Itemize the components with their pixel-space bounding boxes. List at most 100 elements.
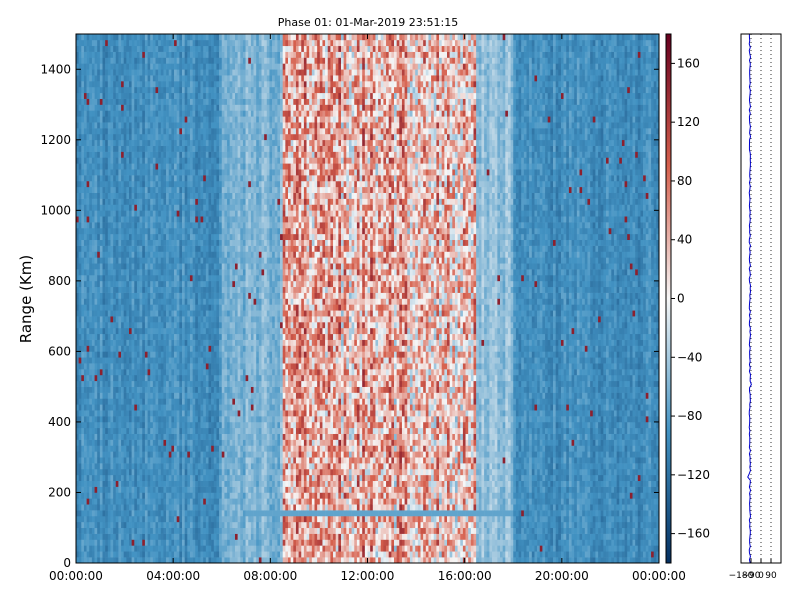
heatmap-cell: [195, 92, 199, 99]
heatmap-cell: [113, 345, 117, 352]
heatmap-cell: [121, 333, 124, 340]
heatmap-cell: [142, 39, 146, 47]
heatmap-cell: [107, 539, 111, 546]
heatmap-cell: [213, 533, 217, 540]
heatmap-cell: [91, 533, 95, 540]
heatmap-cell: [176, 369, 180, 376]
heatmap-cell: [168, 210, 172, 217]
heatmap-cell: [184, 192, 188, 199]
heatmap-cell: [184, 533, 188, 540]
heatmap-cell: [150, 339, 154, 346]
heatmap-cell: [168, 468, 172, 476]
heatmap-cell: [189, 527, 193, 534]
heatmap-cell: [107, 515, 111, 523]
heatmap-cell: [150, 322, 154, 329]
heatmap-cell: [163, 139, 167, 146]
heatmap-cell: [158, 410, 162, 417]
heatmap-cell: [78, 492, 82, 499]
heatmap-cell: [83, 445, 87, 452]
heatmap-cell: [139, 480, 143, 487]
heatmap-cell: [107, 239, 111, 246]
heatmap-cell: [163, 386, 167, 393]
heatmap-cell: [163, 557, 167, 564]
heatmap-cell: [168, 163, 172, 170]
heatmap-cell: [105, 521, 109, 529]
heatmap-cell: [176, 133, 180, 141]
heatmap-cell: [81, 145, 85, 152]
heatmap-cell: [192, 257, 196, 264]
heatmap-cell: [208, 539, 212, 546]
heatmap-cell: [211, 257, 215, 264]
heatmap-cell: [121, 39, 124, 47]
heatmap-cell: [115, 198, 119, 205]
heatmap-cell: [107, 416, 111, 423]
heatmap-cell: [99, 386, 103, 393]
heatmap-cell: [166, 304, 170, 311]
heatmap-cell: [158, 92, 162, 99]
heatmap-cell: [195, 551, 199, 558]
heatmap-cell: [219, 104, 223, 111]
heatmap-cell: [147, 398, 151, 405]
heatmap-cell: [131, 45, 135, 52]
heatmap-cell: [105, 410, 109, 417]
heatmap-cell: [150, 98, 154, 105]
heatmap-cell: [94, 498, 98, 505]
heatmap-cell: [168, 322, 172, 329]
heatmap-cell: [182, 486, 185, 493]
heatmap-cell: [105, 463, 109, 470]
heatmap-cell: [131, 233, 135, 241]
heatmap-cell: [107, 45, 111, 52]
heatmap-cell: [110, 316, 114, 323]
heatmap-cell: [174, 451, 177, 458]
heatmap-cell: [158, 139, 162, 146]
heatmap-cell: [86, 222, 90, 229]
heatmap-cell: [203, 139, 207, 146]
heatmap-cell: [113, 227, 117, 235]
heatmap-cell: [158, 351, 162, 358]
heatmap-cell: [155, 263, 159, 270]
heatmap-cell: [208, 263, 212, 270]
heatmap-cell: [208, 357, 212, 364]
heatmap-cell: [134, 192, 138, 199]
heatmap-cell: [195, 457, 199, 464]
heatmap-cell: [166, 198, 170, 205]
heatmap-cell: [123, 451, 127, 458]
heatmap-cell: [160, 345, 164, 352]
heatmap-cell: [118, 216, 122, 223]
heatmap-cell: [152, 545, 156, 552]
heatmap-cell: [78, 39, 82, 47]
heatmap-cell: [91, 451, 95, 458]
heatmap-cell: [155, 463, 159, 470]
heatmap-cell: [97, 492, 101, 499]
heatmap-cell: [219, 133, 223, 141]
heatmap-cell: [107, 192, 111, 199]
heatmap-cell: [129, 122, 132, 129]
heatmap-cell: [195, 474, 199, 482]
heatmap-cell: [118, 139, 122, 146]
heatmap-cell: [129, 451, 132, 458]
heatmap-cell: [144, 86, 148, 94]
heatmap-cell: [97, 222, 101, 229]
heatmap-cell: [121, 139, 124, 146]
heatmap-cell: [152, 304, 156, 311]
heatmap-cell: [189, 486, 193, 493]
heatmap-cell: [155, 98, 159, 105]
heatmap-cell: [176, 298, 180, 305]
heatmap-cell: [166, 545, 170, 552]
heatmap-cell: [134, 198, 138, 205]
heatmap-cell: [118, 51, 122, 58]
heatmap-cell: [168, 457, 172, 464]
heatmap-cell: [182, 81, 185, 88]
heatmap-cell: [219, 274, 223, 282]
heatmap-cell: [182, 92, 185, 99]
heatmap-cell: [195, 521, 199, 529]
heatmap-cell: [113, 45, 117, 52]
heatmap-cell: [166, 222, 170, 229]
heatmap-cell: [171, 216, 175, 223]
heatmap-cell: [179, 327, 183, 335]
heatmap-cell: [163, 292, 167, 299]
heatmap-cell: [102, 451, 106, 458]
heatmap-cell: [118, 345, 122, 352]
heatmap-cell: [89, 463, 93, 470]
heatmap-cell: [160, 521, 164, 529]
